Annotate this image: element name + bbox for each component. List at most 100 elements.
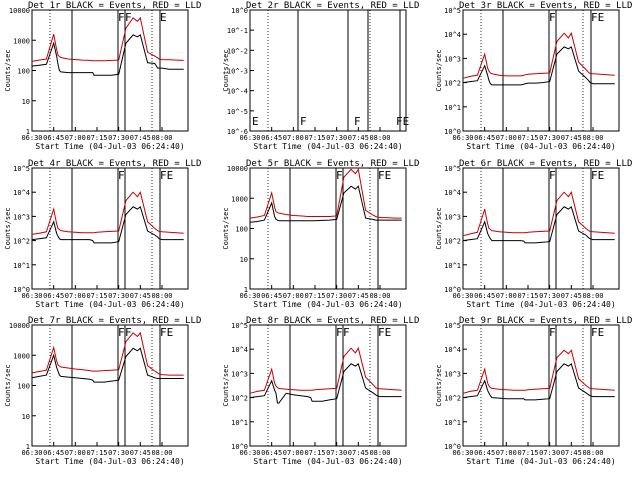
panel-7-xtick-label: 06:45: [43, 449, 64, 457]
panel-4-xtick-label: 08:00: [151, 292, 172, 300]
panel-9-ylabel: Counts/sec: [435, 364, 443, 406]
panel-6-ytick-label: 10^0: [444, 286, 461, 294]
panel-5-ytick-label: 10: [240, 256, 248, 264]
panel-9-title: Det 9r BLACK = Events, RED = LLD: [459, 316, 632, 326]
panel-9-xtick-label: 06:45: [474, 449, 495, 457]
panel-5-xtick-label: 07:45: [348, 292, 369, 300]
panel-6-xtick-label: 08:00: [582, 292, 603, 300]
panel-5-xtick-label: 06:30: [239, 292, 260, 300]
panel-8-ytick-label: 10^5: [231, 322, 248, 330]
panel-3-ytick-label: 10^0: [444, 128, 461, 136]
panel-6-xtick-label: 06:30: [452, 292, 473, 300]
panel-3-xtick-label: 07:45: [561, 134, 582, 142]
panel-6-xlabel: Start Time (04-Jul-03 06:24:40): [466, 300, 615, 309]
panel-6-frame: [462, 167, 620, 290]
panel-9-xtick-label: 07:30: [539, 449, 560, 457]
panel-5-ytick-label: 10000: [227, 165, 248, 173]
panel-3-series-lld: [462, 31, 615, 79]
panel-2-ytick-label: 10^-6: [227, 128, 248, 136]
panel-5-segment-label: FE: [378, 169, 391, 182]
panel-7-segment-label: FE: [160, 326, 173, 339]
panel-8-segment-label: FE: [378, 326, 391, 339]
panel-2-ytick-label: 10^-2: [227, 47, 248, 55]
panel-9-ytick-label: 10^3: [444, 370, 461, 378]
panel-9-xtick-label: 08:00: [582, 449, 603, 457]
panel-4-ytick-label: 10^4: [13, 189, 30, 197]
panel-2-frame: [249, 9, 407, 132]
panel-2-xtick-label: 06:45: [261, 134, 282, 142]
panel-8-xtick-label: 06:45: [261, 449, 282, 457]
panel-4-ytick-label: 10^2: [13, 238, 30, 246]
panel-5-series-lld: [249, 168, 402, 219]
panel-1-xtick-label: 08:00: [151, 134, 172, 142]
panel-2-ytick-label: 10^-3: [227, 68, 248, 76]
panel-2-title: Det 2r BLACK = Events, RED = LLD: [246, 1, 419, 11]
panel-7-ytick-label: 1: [26, 443, 30, 451]
panel-8-xtick-label: 08:00: [369, 449, 390, 457]
panel-3-ytick-label: 10^4: [444, 31, 461, 39]
panel-4-segment-label: F: [118, 169, 125, 182]
panel-2-segment-label: F: [354, 115, 361, 128]
panel-8-xtick-label: 07:00: [283, 449, 304, 457]
panel-7-series-lld: [31, 331, 184, 376]
panel-1-xtick-label: 07:30: [108, 134, 129, 142]
panel-9-ytick-label: 10^4: [444, 346, 461, 354]
panel-9-ytick-label: 10^5: [444, 322, 461, 330]
panel-7-ytick-label: 10: [22, 413, 30, 421]
panel-8-ytick-label: 10^3: [231, 370, 248, 378]
panel-7-xtick-label: 07:30: [108, 449, 129, 457]
panel-9-xlabel: Start Time (04-Jul-03 06:24:40): [466, 457, 615, 466]
panel-7-ytick-label: 10000: [9, 322, 30, 330]
panel-6-series-lld: [462, 190, 615, 237]
panel-6-xtick-label: 07:00: [496, 292, 517, 300]
panel-8-series-events: [249, 362, 402, 404]
panel-8-ytick-label: 10^1: [231, 419, 248, 427]
panel-7-xtick-label: 07:00: [65, 449, 86, 457]
panel-7-xtick-label: 08:00: [151, 449, 172, 457]
panel-5-segment-label: F: [336, 169, 343, 182]
panel-9-ytick-label: 10^0: [444, 443, 461, 451]
panel-1-xtick-label: 07:15: [86, 134, 107, 142]
panel-7-xlabel: Start Time (04-Jul-03 06:24:40): [35, 457, 184, 466]
panel-1-ytick-label: 1: [26, 128, 30, 136]
panel-4-ylabel: Counts/sec: [4, 207, 12, 249]
panel-5-frame: [249, 167, 407, 290]
panel-2-xtick-label: 06:30: [239, 134, 260, 142]
panel-1-ytick-label: 100: [17, 68, 30, 76]
panel-3-segment-label: F: [549, 11, 556, 24]
panel-4-xtick-label: 07:15: [86, 292, 107, 300]
panel-4-segment-label: FE: [160, 169, 173, 182]
panel-1-series-events: [31, 34, 184, 76]
panel-8-series-lld: [249, 346, 402, 394]
panel-2-ylabel: Counts/sec: [222, 49, 230, 91]
panel-1-segment-label: E: [160, 11, 167, 24]
panel-7-ylabel: Counts/sec: [4, 364, 12, 406]
panel-1-frame: [31, 9, 189, 132]
panel-4-series-events: [31, 205, 184, 244]
panel-1-segment-label: F: [125, 11, 132, 24]
panel-8-xtick-label: 07:45: [348, 449, 369, 457]
panel-3-ytick-label: 10^1: [444, 104, 461, 112]
panel-2-segment-label: FE: [396, 115, 409, 128]
panel-2-xtick-label: 07:15: [304, 134, 325, 142]
panel-4-frame: [31, 167, 189, 290]
panel-6-segment-label: FE: [591, 169, 604, 182]
panel-4-title: Det 4r BLACK = Events, RED = LLD: [28, 159, 201, 169]
panel-3-ytick-label: 10^5: [444, 7, 461, 15]
panel-2-ytick-label: 10^0: [231, 7, 248, 15]
panel-1-xtick-label: 07:00: [65, 134, 86, 142]
panel-1-xtick-label: 07:45: [130, 134, 151, 142]
panel-6-ytick-label: 10^5: [444, 165, 461, 173]
panel-9-series-lld: [462, 349, 615, 394]
panel-6-ytick-label: 10^4: [444, 189, 461, 197]
panel-3-segment-label: FE: [591, 11, 604, 24]
panel-5-xlabel: Start Time (04-Jul-03 06:24:40): [253, 300, 402, 309]
panel-7-ytick-label: 100: [17, 383, 30, 391]
panel-3-ylabel: Counts/sec: [435, 49, 443, 91]
panel-5-ytick-label: 1000: [231, 195, 248, 203]
panel-7-frame: [31, 324, 189, 447]
panel-9-ytick-label: 10^2: [444, 395, 461, 403]
panel-1-ytick-label: 10: [22, 98, 30, 106]
panel-8-xtick-label: 07:15: [304, 449, 325, 457]
